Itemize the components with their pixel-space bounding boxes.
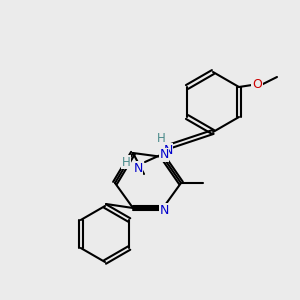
Text: N: N <box>163 143 173 157</box>
Text: H: H <box>157 131 165 145</box>
Text: N: N <box>133 161 143 175</box>
Text: O: O <box>252 79 262 92</box>
Text: N: N <box>159 203 169 217</box>
Text: N: N <box>159 148 169 161</box>
Text: H: H <box>122 155 130 169</box>
